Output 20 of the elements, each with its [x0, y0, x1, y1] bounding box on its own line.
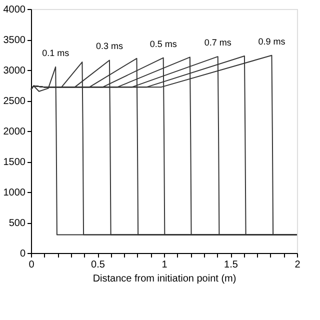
x-tick-label: 0 — [28, 260, 35, 270]
y-tick-label: 3500 — [3, 35, 26, 46]
series-label: 0.5 ms — [150, 38, 178, 49]
x-axis-title: Distance from initiation point (m) — [92, 274, 236, 284]
y-tick-label: 1000 — [3, 188, 26, 198]
series-label: 0.7 ms — [204, 38, 232, 48]
y-tick-label: 2500 — [3, 96, 26, 107]
y-tick-label: 2000 — [3, 126, 26, 138]
y-tick-label: 3000 — [3, 66, 26, 76]
y-tick-label: 1500 — [3, 157, 26, 168]
series-label: 0.3 ms — [96, 41, 124, 52]
y-tick-label: 4000 — [3, 4, 26, 16]
x-tick-label: 1.5 — [224, 260, 238, 270]
y-tick-label: 500 — [8, 218, 26, 229]
x-tick-label: 1 — [162, 260, 168, 270]
y-tick-label: 0 — [20, 248, 26, 260]
series-label: 0.1 ms — [42, 48, 70, 58]
series-label: 0.9 ms — [258, 36, 286, 46]
x-tick-label: 0.5 — [91, 260, 106, 270]
x-tick-label: 2 — [294, 260, 301, 270]
